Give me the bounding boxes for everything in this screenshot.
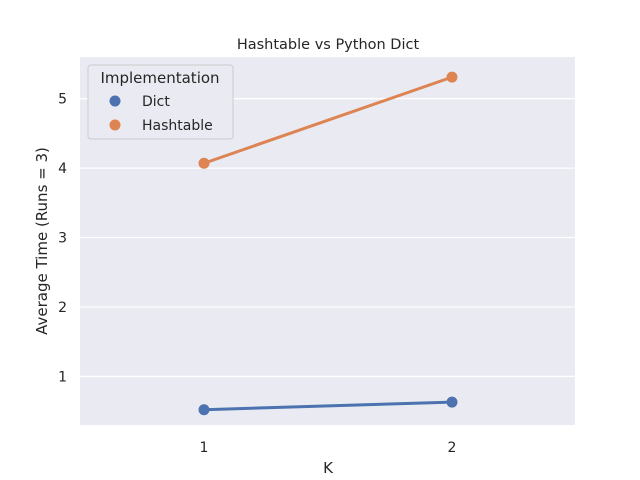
legend: Implementation Dict Hashtable	[87, 64, 234, 140]
legend-label-dict: Dict	[142, 94, 170, 110]
y-tick-label-3: 4	[58, 161, 67, 177]
y-tick-label-4: 5	[58, 92, 67, 108]
series-line-hashtable	[202, 75, 454, 165]
point-hashtable-1	[446, 71, 458, 83]
point-dict-0	[198, 404, 210, 416]
chart-title: Hashtable vs Python Dict	[237, 37, 420, 53]
x-tick-label-1: 2	[448, 440, 457, 456]
y-ticks: 1 2 3 4 5	[58, 92, 67, 386]
y-axis-label: Average Time (Runs = 3)	[33, 147, 51, 335]
series-layer	[198, 71, 458, 416]
legend-marker-hashtable	[109, 119, 121, 131]
x-axis-label: K	[323, 459, 334, 477]
legend-title: Implementation	[100, 69, 219, 87]
legend-box	[87, 64, 234, 140]
x-tick-label-0: 1	[200, 440, 209, 456]
y-tick-label-1: 2	[58, 300, 67, 316]
legend-label-hashtable: Hashtable	[142, 118, 213, 134]
y-tick-label-2: 3	[58, 231, 67, 247]
point-dict-1	[446, 396, 458, 408]
grid	[80, 98, 575, 377]
series-line-dict	[202, 400, 454, 412]
y-tick-label-0: 1	[58, 369, 67, 385]
legend-marker-dict	[109, 95, 121, 107]
point-hashtable-0	[198, 157, 210, 169]
